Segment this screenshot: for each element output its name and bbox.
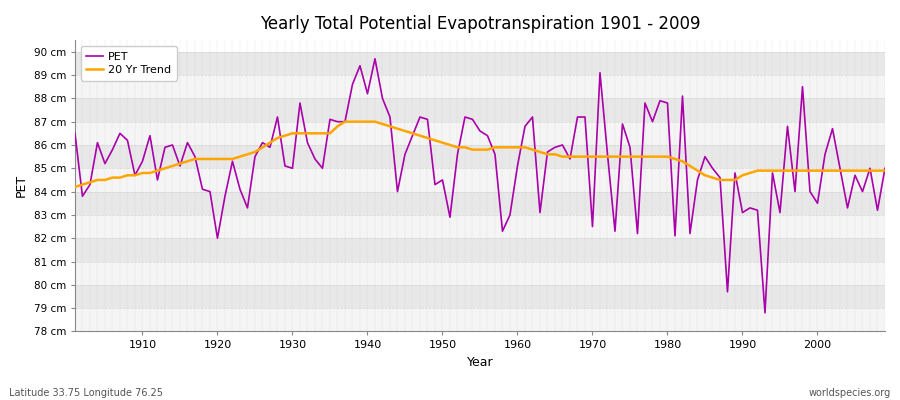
PET (370, 56, 381, 61)
PET (609, 229, 620, 234)
PET (519, 124, 530, 129)
20 Yr Trend (519, 145, 530, 150)
20 Yr Trend (879, 168, 890, 173)
Text: Latitude 33.75 Longitude 76.25: Latitude 33.75 Longitude 76.25 (9, 388, 163, 398)
20 Yr Trend (347, 119, 358, 124)
Bar (75, 285, 885, 308)
Line: 20 Yr Trend: 20 Yr Trend (75, 122, 885, 187)
Line: PET: PET (75, 59, 885, 313)
Bar (75, 308, 885, 332)
Bar (75, 168, 885, 192)
PET (879, 166, 890, 171)
20 Yr Trend (130, 173, 140, 178)
Bar (75, 238, 885, 262)
Bar (75, 98, 885, 122)
Title: Yearly Total Potential Evapotranspiration 1901 - 2009: Yearly Total Potential Evapotranspiratio… (260, 15, 700, 33)
PET (760, 310, 770, 315)
Bar (75, 145, 885, 168)
Bar (75, 192, 885, 215)
Legend: PET, 20 Yr Trend: PET, 20 Yr Trend (80, 46, 177, 80)
20 Yr Trend (294, 131, 305, 136)
X-axis label: Year: Year (467, 356, 493, 369)
Y-axis label: PET: PET (15, 174, 28, 197)
Bar (75, 75, 885, 98)
PET (294, 101, 305, 106)
20 Yr Trend (339, 119, 350, 124)
PET (69, 131, 80, 136)
Bar (75, 122, 885, 145)
Text: worldspecies.org: worldspecies.org (809, 388, 891, 398)
PET (130, 173, 140, 178)
Bar (75, 262, 885, 285)
PET (512, 164, 523, 168)
20 Yr Trend (609, 154, 620, 159)
20 Yr Trend (69, 184, 80, 189)
Bar (75, 52, 885, 75)
20 Yr Trend (512, 145, 523, 150)
Bar (75, 215, 885, 238)
PET (339, 119, 350, 124)
